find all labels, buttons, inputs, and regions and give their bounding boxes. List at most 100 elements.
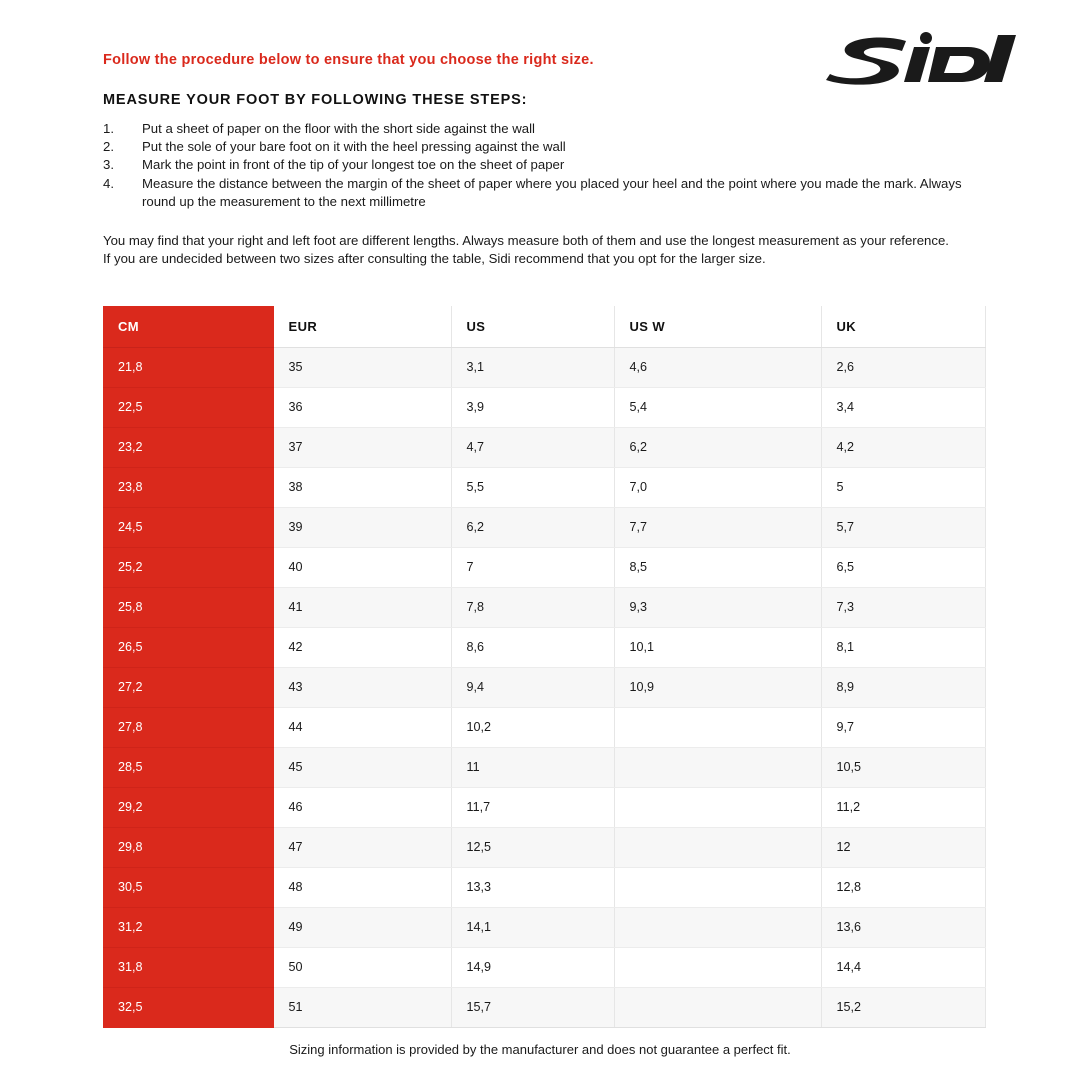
column-header-cm: CM xyxy=(103,306,274,348)
step-number: 2. xyxy=(103,139,114,155)
table-row: 26,5 42 8,6 10,1 8,1 xyxy=(103,627,986,668)
cell-uk: 14,4 xyxy=(821,947,986,988)
document-header: Follow the procedure below to ensure tha… xyxy=(103,30,1018,100)
cell-usw xyxy=(614,707,822,748)
cell-cm: 25,2 xyxy=(103,547,274,588)
table-row: 23,8 38 5,5 7,0 5 xyxy=(103,467,986,508)
cell-usw xyxy=(614,987,822,1028)
cell-eur: 47 xyxy=(273,827,452,868)
step-item: 4. Measure the distance between the marg… xyxy=(103,175,993,211)
cell-uk: 8,1 xyxy=(821,627,986,668)
cell-eur: 40 xyxy=(273,547,452,588)
step-number: 4. xyxy=(103,175,114,191)
cell-eur: 42 xyxy=(273,627,452,668)
size-chart-table: CM EUR US US W UK 21,8 35 3,1 4,6 2,6 22,5 36 3… xyxy=(103,306,986,1028)
table-row: 29,8 47 12,5 12 xyxy=(103,827,986,868)
cell-us: 3,9 xyxy=(451,387,615,428)
table-row: 29,2 46 11,7 11,2 xyxy=(103,787,986,828)
note-larger-size: If you are undecided between two sizes a… xyxy=(103,251,766,267)
cell-usw: 7,7 xyxy=(614,507,822,548)
table-row: 25,2 40 7 8,5 6,5 xyxy=(103,547,986,588)
cell-usw: 5,4 xyxy=(614,387,822,428)
cell-cm: 27,2 xyxy=(103,667,274,708)
cell-eur: 36 xyxy=(273,387,452,428)
section-title: MEASURE YOUR FOOT BY FOLLOWING THESE STE… xyxy=(103,92,528,108)
cell-cm: 31,2 xyxy=(103,907,274,948)
step-text: Measure the distance between the margin … xyxy=(142,175,962,209)
steps-list: 1. Put a sheet of paper on the floor wit… xyxy=(103,120,993,211)
cell-uk: 8,9 xyxy=(821,667,986,708)
cell-eur: 37 xyxy=(273,427,452,468)
cell-uk: 15,2 xyxy=(821,987,986,1028)
cell-eur: 43 xyxy=(273,667,452,708)
cell-usw xyxy=(614,827,822,868)
table-row: 31,2 49 14,1 13,6 xyxy=(103,907,986,948)
cell-us: 7 xyxy=(451,547,615,588)
cell-us: 13,3 xyxy=(451,867,615,908)
table-header-row: CM EUR US US W UK xyxy=(103,306,986,348)
cell-eur: 51 xyxy=(273,987,452,1028)
cell-usw: 10,9 xyxy=(614,667,822,708)
cell-uk: 6,5 xyxy=(821,547,986,588)
cell-usw: 8,5 xyxy=(614,547,822,588)
cell-us: 4,7 xyxy=(451,427,615,468)
cell-us: 10,2 xyxy=(451,707,615,748)
cell-cm: 27,8 xyxy=(103,707,274,748)
cell-cm: 21,8 xyxy=(103,347,274,388)
cell-eur: 46 xyxy=(273,787,452,828)
cell-usw xyxy=(614,867,822,908)
table-row: 30,5 48 13,3 12,8 xyxy=(103,867,986,908)
step-text: Put the sole of your bare foot on it wit… xyxy=(142,139,566,155)
table-row: 27,2 43 9,4 10,9 8,9 xyxy=(103,667,986,708)
cell-usw xyxy=(614,747,822,788)
cell-uk: 13,6 xyxy=(821,907,986,948)
column-header-eur: EUR xyxy=(273,306,452,348)
cell-uk: 5 xyxy=(821,467,986,508)
note-measure-both: You may find that your right and left fo… xyxy=(103,233,949,248)
table-row: 32,5 51 15,7 15,2 xyxy=(103,987,986,1028)
cell-cm: 29,2 xyxy=(103,787,274,828)
cell-cm: 29,8 xyxy=(103,827,274,868)
cell-usw: 4,6 xyxy=(614,347,822,388)
cell-us: 14,1 xyxy=(451,907,615,948)
step-item: 3. Mark the point in front of the tip of… xyxy=(103,156,993,174)
cell-usw: 7,0 xyxy=(614,467,822,508)
cell-eur: 44 xyxy=(273,707,452,748)
cell-us: 14,9 xyxy=(451,947,615,988)
column-header-usw: US W xyxy=(614,306,822,348)
cell-cm: 30,5 xyxy=(103,867,274,908)
table-row: 21,8 35 3,1 4,6 2,6 xyxy=(103,347,986,388)
cell-eur: 48 xyxy=(273,867,452,908)
cell-us: 8,6 xyxy=(451,627,615,668)
cell-eur: 41 xyxy=(273,587,452,628)
cell-usw xyxy=(614,787,822,828)
step-number: 3. xyxy=(103,157,114,173)
cell-eur: 38 xyxy=(273,467,452,508)
cell-cm: 26,5 xyxy=(103,627,274,668)
cell-cm: 32,5 xyxy=(103,987,274,1028)
cell-cm: 28,5 xyxy=(103,747,274,788)
cell-uk: 4,2 xyxy=(821,427,986,468)
cell-eur: 49 xyxy=(273,907,452,948)
cell-uk: 11,2 xyxy=(821,787,986,828)
cell-uk: 5,7 xyxy=(821,507,986,548)
cell-usw: 9,3 xyxy=(614,587,822,628)
column-header-uk: UK xyxy=(821,306,986,348)
cell-eur: 39 xyxy=(273,507,452,548)
cell-us: 3,1 xyxy=(451,347,615,388)
step-item: 1. Put a sheet of paper on the floor wit… xyxy=(103,120,993,138)
table-row: 28,5 45 11 10,5 xyxy=(103,747,986,788)
cell-uk: 10,5 xyxy=(821,747,986,788)
cell-usw xyxy=(614,947,822,988)
table-row: 25,8 41 7,8 9,3 7,3 xyxy=(103,587,986,628)
cell-us: 9,4 xyxy=(451,667,615,708)
cell-usw xyxy=(614,907,822,948)
table-row: 22,5 36 3,9 5,4 3,4 xyxy=(103,387,986,428)
cell-uk: 12 xyxy=(821,827,986,868)
cell-cm: 31,8 xyxy=(103,947,274,988)
cell-cm: 22,5 xyxy=(103,387,274,428)
cell-us: 12,5 xyxy=(451,827,615,868)
cell-us: 5,5 xyxy=(451,467,615,508)
cell-cm: 24,5 xyxy=(103,507,274,548)
